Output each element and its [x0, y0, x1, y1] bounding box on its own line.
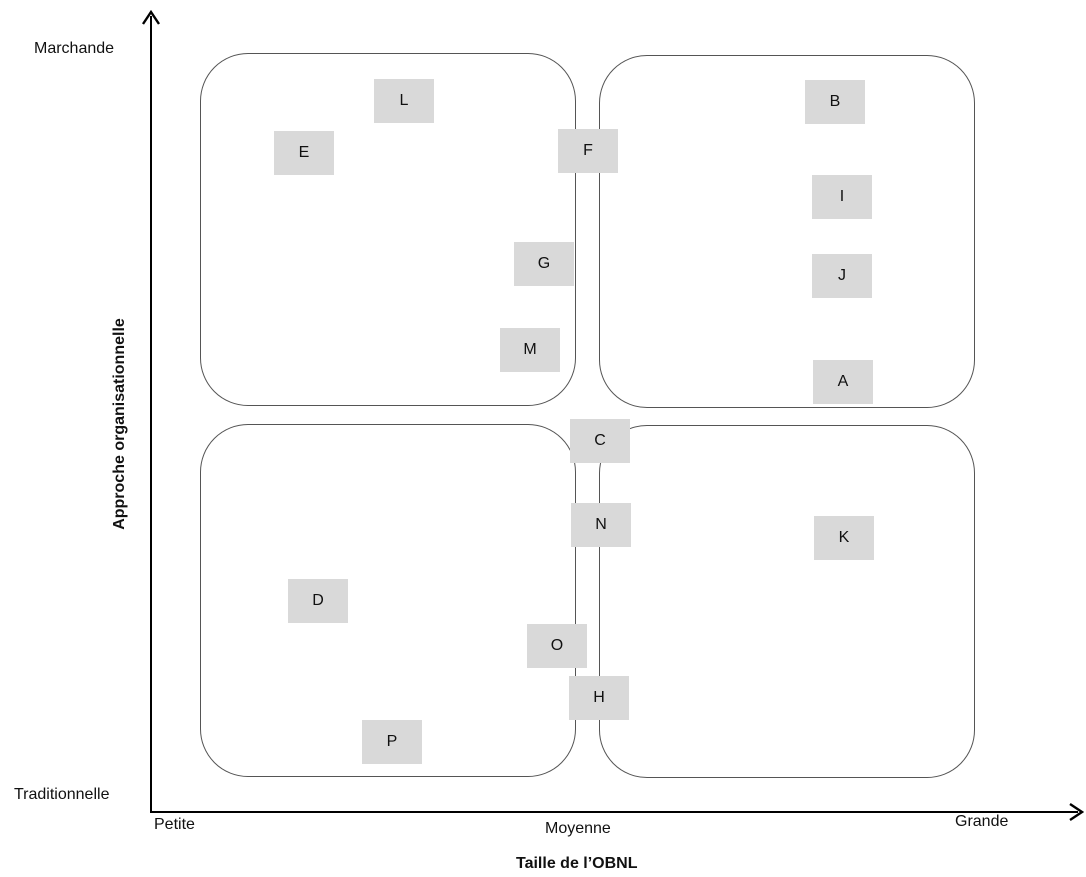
x-axis-title: Taille de l’OBNL — [516, 855, 638, 872]
x-left-label: Petite — [154, 816, 195, 833]
org-marker-d: D — [288, 579, 348, 623]
org-marker-o: O — [527, 624, 587, 668]
y-axis-title: Approche organisationnelle — [111, 318, 128, 530]
org-marker-f: F — [558, 129, 618, 173]
quadrant-bottom-left — [200, 424, 576, 777]
y-bottom-label: Traditionnelle — [14, 786, 110, 803]
org-marker-h: H — [569, 676, 629, 720]
org-marker-m: M — [500, 328, 560, 372]
org-marker-i: I — [812, 175, 872, 219]
y-axis-arrow-icon — [142, 10, 160, 25]
quadrant-top-left — [200, 53, 576, 406]
x-right-label: Grande — [955, 813, 1009, 830]
org-marker-b: B — [805, 80, 865, 124]
quadrant-top-right — [599, 55, 975, 408]
x-mid-label: Moyenne — [545, 820, 611, 837]
y-axis-line — [150, 16, 152, 813]
org-marker-k: K — [814, 516, 874, 560]
org-marker-c: C — [570, 419, 630, 463]
org-marker-a: A — [813, 360, 873, 404]
quadrant-bottom-right — [599, 425, 975, 778]
org-marker-j: J — [812, 254, 872, 298]
org-marker-e: E — [274, 131, 334, 175]
org-marker-n: N — [571, 503, 631, 547]
org-marker-p: P — [362, 720, 422, 764]
org-marker-g: G — [514, 242, 574, 286]
org-marker-l: L — [374, 79, 434, 123]
y-top-label: Marchande — [34, 40, 115, 57]
x-axis-arrow-icon — [1069, 803, 1084, 821]
x-axis-line — [150, 811, 1078, 813]
